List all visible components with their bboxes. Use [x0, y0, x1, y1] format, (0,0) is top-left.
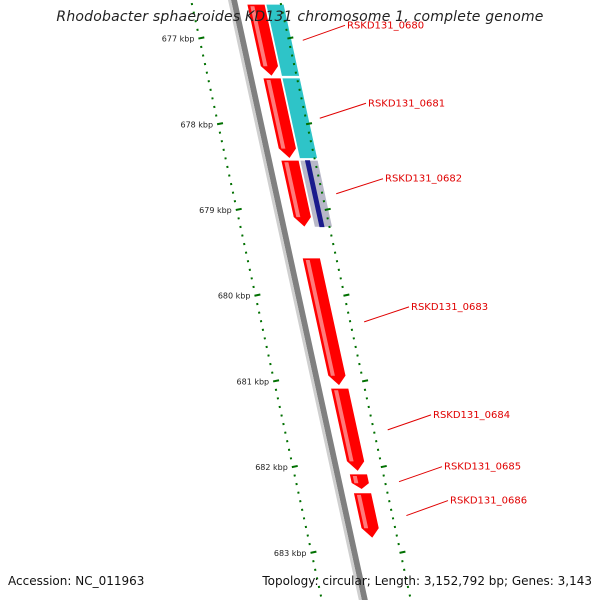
gene-leader-line — [406, 500, 449, 517]
minor-tick — [343, 293, 350, 297]
gene-features — [246, 3, 380, 539]
gene-arrow-highlight — [266, 80, 286, 149]
minor-tick — [380, 464, 387, 469]
gene-arrow[interactable] — [348, 473, 370, 490]
kbp-tick-label: 680 kbp — [218, 292, 251, 301]
minor-tick — [216, 122, 224, 126]
backbone-track — [228, 0, 368, 600]
genome-summary: Topology: circular; Length: 3,152,792 bp… — [262, 574, 592, 588]
minor-tick — [235, 207, 242, 211]
kbp-tick-label: 678 kbp — [180, 120, 213, 129]
minor-tick — [305, 122, 313, 126]
gene-label[interactable]: RSKD131_0680 — [347, 20, 424, 31]
backbone-shadow — [228, 0, 362, 600]
minor-tick — [361, 379, 369, 383]
map-title: Rhodobacter sphaeroides KD131 chromosome… — [56, 9, 544, 25]
gene-label[interactable]: RSKD131_0686 — [450, 496, 527, 507]
backbone-line — [231, 0, 368, 600]
minor-tick — [287, 36, 294, 40]
minor-tick — [310, 550, 317, 554]
minor-tick — [272, 379, 280, 383]
gene-feature-bar-inner — [304, 160, 325, 228]
gene-leader-line — [364, 306, 410, 323]
kbp-ruler: 677 kbp 678 kbp 679 kbp 680 kbp 681 kbp 682 k… — [162, 2, 412, 597]
accession-label: Accession: NC_011963 — [8, 574, 145, 588]
gene-arrow-highlight — [284, 162, 301, 218]
gene-arrow-highlight — [305, 260, 335, 376]
minor-tick — [198, 36, 205, 40]
kbp-tick-label: 677 kbp — [162, 35, 195, 44]
gene-label[interactable]: RSKD131_0683 — [411, 302, 488, 313]
kbp-tick-label: 683 kbp — [274, 549, 307, 558]
kbp-tick-label: 681 kbp — [237, 377, 270, 386]
gene-label[interactable]: RSKD131_0682 — [385, 174, 462, 185]
kbp-tick-label: 679 kbp — [199, 206, 232, 215]
gene-arrow-highlight — [352, 476, 359, 484]
gene-feature-bar[interactable] — [281, 77, 319, 159]
gene-label[interactable]: RSKD131_0685 — [444, 462, 521, 473]
minor-tick — [399, 550, 406, 554]
gene-leader-line — [319, 102, 367, 119]
gene-leader-line — [302, 24, 346, 41]
minor-tick — [254, 293, 261, 297]
gene-leader-line — [398, 466, 443, 483]
gene-feature-bar[interactable] — [265, 3, 301, 77]
gene-leader-line — [336, 178, 384, 195]
gene-labels: RSKD131_0680 RSKD131_0681 RSKD131_0682 RSKD… — [302, 20, 527, 517]
kbp-tick-label: 682 kbp — [255, 463, 288, 472]
gene-leader-line — [387, 414, 432, 431]
gene-label[interactable]: RSKD131_0684 — [433, 410, 510, 421]
gene-arrow[interactable] — [352, 492, 380, 539]
minor-tick — [324, 207, 331, 211]
gene-label[interactable]: RSKD131_0681 — [368, 98, 445, 109]
gene-arrow-highlight — [356, 494, 369, 529]
gene-arrow-highlight — [334, 390, 354, 462]
minor-tick — [291, 464, 298, 469]
gene-arrow-highlight — [250, 6, 268, 67]
